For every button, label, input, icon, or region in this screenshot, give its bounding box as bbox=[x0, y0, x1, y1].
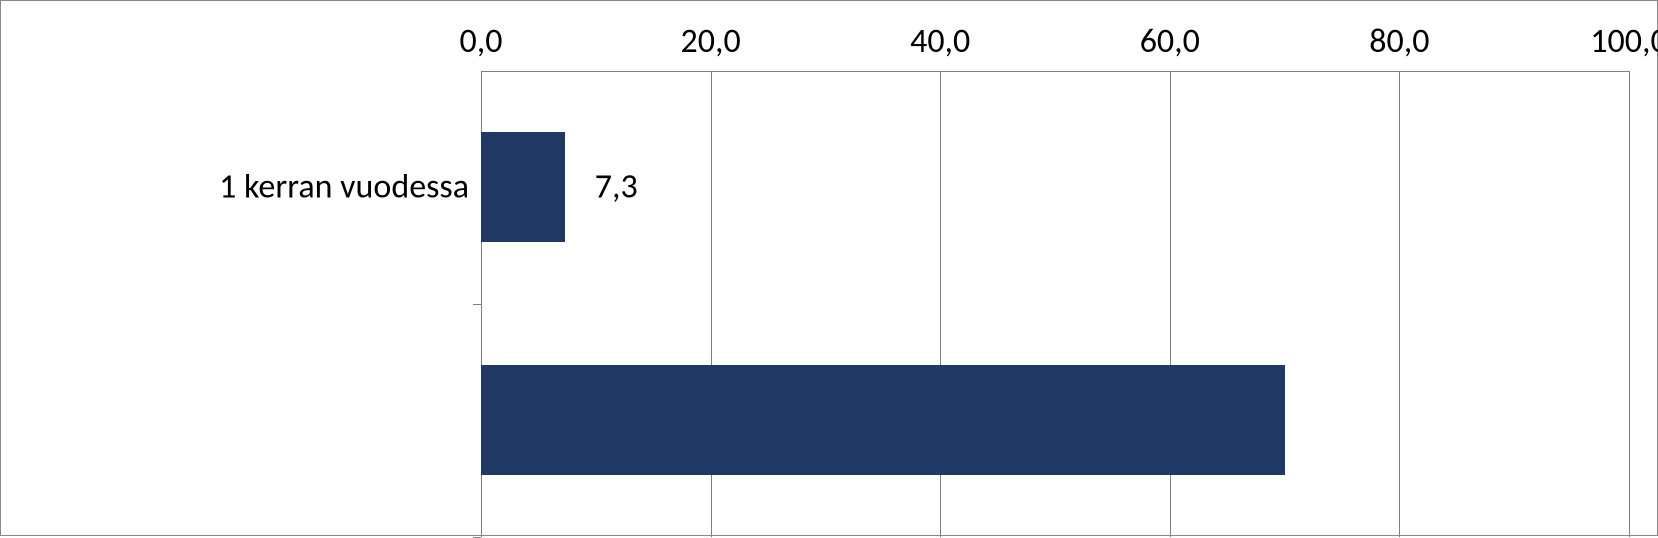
x-tick-label: 0,0 bbox=[460, 21, 503, 62]
x-gridline bbox=[1399, 71, 1400, 537]
x-tick-label: 40,0 bbox=[910, 21, 970, 62]
category-label: 1 kerran vuodessa bbox=[219, 167, 469, 208]
y-tick bbox=[473, 304, 481, 305]
x-tick-label: 20,0 bbox=[681, 21, 741, 62]
bar bbox=[481, 365, 1285, 475]
x-axis-line bbox=[481, 71, 1629, 72]
chart-container: 0,0 20,0 40,0 60,0 80,0 100,0 1 kerran vuodess… bbox=[0, 0, 1658, 536]
x-tick-label: 100,0 bbox=[1590, 21, 1658, 62]
bar bbox=[481, 132, 565, 242]
x-gridline bbox=[1629, 71, 1630, 537]
data-label: 7,3 bbox=[595, 167, 638, 208]
x-tick-label: 80,0 bbox=[1369, 21, 1429, 62]
x-tick-label: 60,0 bbox=[1140, 21, 1200, 62]
